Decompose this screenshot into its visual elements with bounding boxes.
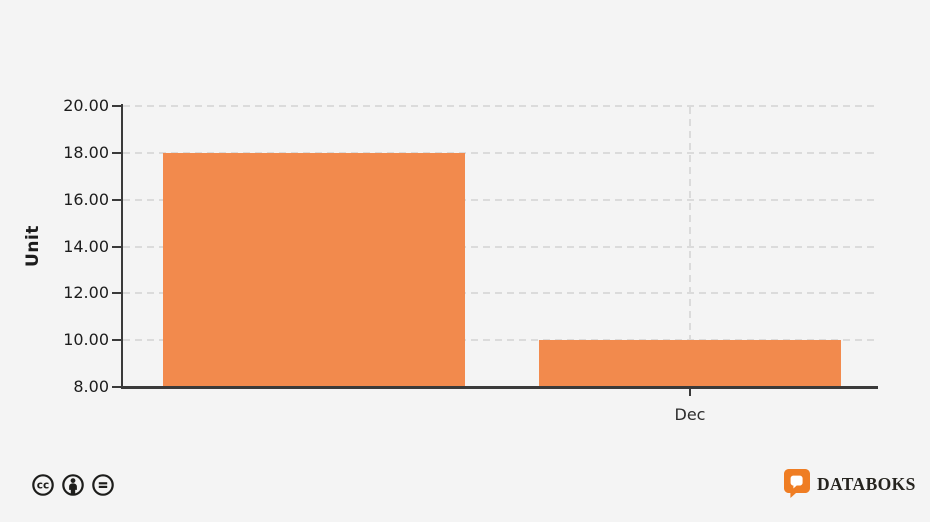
svg-text:cc: cc [37, 480, 49, 492]
x-axis-line [121, 386, 878, 389]
y-tick-label: 8.00 [73, 377, 109, 396]
y-tick-label: 12.00 [63, 283, 109, 303]
bar-category-dec[interactable] [539, 340, 841, 387]
no-derivatives-icon[interactable] [91, 473, 115, 497]
y-axis-line [121, 104, 123, 388]
databoks-logo-icon [784, 469, 810, 498]
gridline [123, 151, 878, 154]
attribution-icon[interactable] [61, 473, 85, 497]
y-tick-label: 18.00 [63, 142, 109, 162]
x-axis-label-dec: Dec [674, 405, 706, 424]
y-tick-mark [112, 198, 121, 201]
y-tick-label: 10.00 [63, 330, 109, 350]
databoks-logo-text: DATABOKS [817, 473, 916, 494]
y-tick-label: 16.00 [63, 189, 109, 209]
y-tick-mark [112, 151, 121, 154]
y-tick-mark [112, 339, 121, 342]
gridline [123, 105, 878, 107]
vertical-gridline-dec [689, 107, 691, 386]
y-tick-mark [112, 105, 121, 107]
plot-area [123, 105, 878, 387]
y-tick-mark [112, 245, 121, 248]
gridline [123, 292, 878, 295]
license-icons: cc [31, 473, 115, 497]
bar-category-1[interactable] [163, 153, 465, 387]
y-tick-label: 20.00 [63, 96, 109, 115]
gridline [123, 245, 878, 248]
y-tick-mark [112, 386, 121, 388]
gridline [123, 339, 878, 342]
databoks-logo[interactable]: DATABOKS [784, 469, 916, 498]
gridline [123, 198, 878, 201]
y-tick-mark [112, 292, 121, 295]
cc-icon[interactable]: cc [31, 473, 55, 497]
x-axis-tick-dec [689, 388, 691, 396]
y-tick-label: 14.00 [63, 236, 109, 256]
